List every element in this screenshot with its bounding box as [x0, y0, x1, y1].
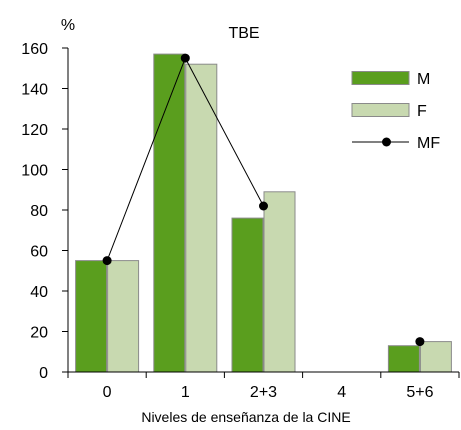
- legend: MF MF: [351, 71, 440, 152]
- y-tick-label-140: 140: [21, 82, 48, 99]
- y-tick-label-40: 40: [30, 284, 48, 301]
- y-tick-label-80: 80: [30, 203, 48, 220]
- bar-F-5+6: [419, 341, 452, 373]
- x-tick-label-1: 1: [181, 384, 190, 401]
- line-layer: [102, 53, 425, 347]
- x-tick-label-0: 0: [103, 384, 112, 401]
- bar-M-2+3: [231, 217, 264, 373]
- legend-label-F: F: [417, 103, 427, 120]
- point-MF-1: [180, 53, 190, 63]
- bar-F-0: [107, 260, 140, 373]
- bar-M-1: [153, 53, 186, 373]
- y-tick-label-20: 20: [30, 325, 48, 342]
- legend-marker-MF: [382, 137, 391, 147]
- y-tick-label-100: 100: [21, 163, 48, 180]
- legend-label-MF: MF: [417, 135, 440, 152]
- legend-swatch-M: [351, 71, 410, 85]
- x-tick-label-4: 4: [337, 384, 346, 401]
- bars-layer: [75, 53, 452, 373]
- bar-F-2+3: [263, 191, 296, 373]
- bar-M-5+6: [387, 345, 420, 373]
- y-tick-label-0: 0: [39, 365, 48, 382]
- bar-F-1: [185, 63, 218, 373]
- y-tick-label-120: 120: [21, 122, 48, 139]
- legend-label-M: M: [417, 71, 430, 88]
- point-MF-0: [102, 256, 112, 266]
- legend-swatch-F: [351, 103, 410, 117]
- x-tick-label-5+6: 5+6: [406, 384, 433, 401]
- x-axis-label: Niveles de enseñanza de la CINE: [141, 409, 350, 425]
- y-tick-label-160: 160: [21, 41, 48, 58]
- point-MF-2+3: [259, 201, 268, 211]
- axes-layer: 0 20 40 60 80 100 120 140 160 0 1 2+3 4 5+6: [21, 41, 460, 401]
- y-axis-unit: %: [61, 17, 75, 34]
- chart-title: TBE: [228, 25, 259, 42]
- x-tick-label-2+3: 2+3: [250, 384, 277, 401]
- bar-M-0: [75, 260, 108, 373]
- point-MF-5+6: [415, 337, 425, 347]
- y-tick-label-60: 60: [30, 244, 48, 261]
